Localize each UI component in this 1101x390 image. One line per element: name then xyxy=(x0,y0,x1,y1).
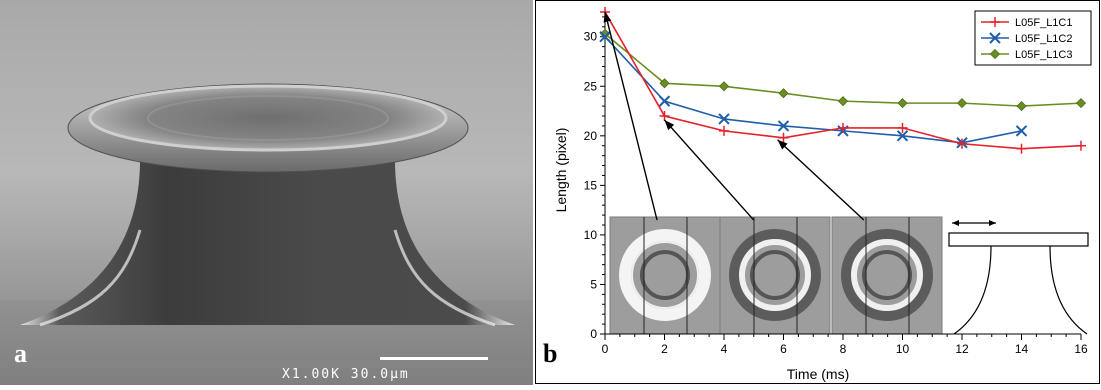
bright-ring xyxy=(851,239,923,311)
arrowhead-right xyxy=(989,220,996,226)
y-tick-label: 0 xyxy=(590,327,597,341)
inset-images xyxy=(609,216,1089,335)
pillar-left-edge xyxy=(953,245,992,335)
arrow-head xyxy=(664,119,675,131)
panel-b-label: b xyxy=(543,339,557,368)
panel-a-label: a xyxy=(14,339,27,368)
annotation-arrows xyxy=(603,11,865,221)
x-marker xyxy=(599,31,611,43)
bright-ring xyxy=(631,241,699,309)
y-tick-label: 25 xyxy=(584,79,598,93)
pillar-right-edge xyxy=(1049,245,1088,335)
y-tick-label: 15 xyxy=(584,178,598,192)
plus-marker xyxy=(719,125,729,136)
y-tick-label: 10 xyxy=(584,228,598,242)
legend-entry: L05F_L1C2 xyxy=(981,32,1073,45)
diamond-marker xyxy=(837,96,849,107)
inset-ring-image xyxy=(831,216,943,335)
series-l05f_l1c3 xyxy=(599,28,1087,112)
legend-label: L05F_L1C2 xyxy=(1015,33,1073,45)
x-marker xyxy=(658,95,671,107)
series-layer xyxy=(599,6,1087,154)
y-tick-label: 5 xyxy=(590,277,597,291)
arrow-head xyxy=(603,11,612,23)
x-marker xyxy=(777,120,790,132)
x-axis-label: Time (ms) xyxy=(787,366,849,382)
x-marker xyxy=(1015,125,1028,137)
sem-image-panel: a X1.00K 30.0μm xyxy=(0,0,533,385)
diamond-marker xyxy=(897,98,908,109)
arrow-shaft xyxy=(663,119,755,221)
toroid-schematic xyxy=(948,220,1089,335)
outer-ring xyxy=(841,229,933,321)
inset-ring-image xyxy=(609,216,721,335)
plus-marker xyxy=(990,17,1000,27)
diamond-marker xyxy=(718,81,730,92)
diamond-marker xyxy=(989,48,1001,60)
plus-marker xyxy=(1016,143,1027,154)
plus-marker xyxy=(659,111,670,121)
plus-marker xyxy=(897,122,908,133)
diamond-marker xyxy=(1016,101,1027,112)
plus-marker xyxy=(778,132,789,143)
x-tick-label: 8 xyxy=(840,342,847,356)
pillar xyxy=(20,160,515,325)
x-marker xyxy=(718,113,730,125)
chart-panel: 0 2 4 6 8 10 12 14 16 0 5 10 15 20 25 30 L05F_L1C1 L05F_… xyxy=(535,0,1101,385)
annotation-arrow xyxy=(663,119,755,221)
diamond-marker xyxy=(599,28,611,39)
y-axis-label: Length (pixel) xyxy=(553,128,569,213)
legend-entry: L05F_L1C1 xyxy=(981,17,1073,29)
x-tick-label: 2 xyxy=(661,342,668,356)
scale-text: X1.00K 30.0μm xyxy=(282,367,410,382)
diamond-marker xyxy=(659,78,670,89)
x-tick-label: 4 xyxy=(721,342,728,356)
diamond-marker xyxy=(956,98,968,109)
outer-ring xyxy=(729,229,821,321)
y-tick-label: 30 xyxy=(584,30,598,44)
diamond-marker xyxy=(1075,98,1087,109)
axes: 0 2 4 6 8 10 12 14 16 0 5 10 15 20 25 30 xyxy=(584,7,1088,356)
arrow-head xyxy=(777,139,788,150)
disk-top xyxy=(88,84,448,152)
disk-outline xyxy=(948,232,1089,247)
sem-micrograph: a X1.00K 30.0μm xyxy=(0,0,533,385)
x-tick-label: 12 xyxy=(955,342,969,356)
arrow-shaft xyxy=(604,11,658,221)
inner-ring xyxy=(750,250,800,300)
diamond-marker xyxy=(778,88,789,99)
annotation-arrow xyxy=(603,11,658,221)
annotation-arrow xyxy=(777,139,865,221)
inner-ring xyxy=(640,250,690,300)
plus-marker xyxy=(957,138,967,149)
x-tick-label: 6 xyxy=(780,342,787,356)
x-tick-label: 16 xyxy=(1074,342,1088,356)
plus-marker xyxy=(838,122,848,133)
x-marker xyxy=(989,32,1001,44)
outer-ring xyxy=(619,229,711,321)
legend-label: L05F_L1C1 xyxy=(1015,17,1073,29)
inner-ring xyxy=(862,250,912,300)
series-l05f_l1c1 xyxy=(600,6,1086,154)
plus-marker xyxy=(1076,140,1086,151)
bright-ring xyxy=(739,239,811,311)
x-tick-label: 0 xyxy=(602,342,609,356)
x-marker xyxy=(896,130,909,142)
x-tick-label: 10 xyxy=(896,342,910,356)
arrow-shaft xyxy=(777,139,865,221)
y-tick-label: 20 xyxy=(584,129,598,143)
legend-entry: L05F_L1C3 xyxy=(981,48,1073,61)
scale-bar xyxy=(380,357,488,360)
arrowhead-left xyxy=(952,220,959,226)
legend: L05F_L1C1 L05F_L1C2 L05F_L1C3 xyxy=(974,10,1092,66)
legend-label: L05F_L1C3 xyxy=(1015,49,1073,61)
x-tick-label: 14 xyxy=(1015,342,1029,356)
inset-ring-image xyxy=(719,216,831,335)
